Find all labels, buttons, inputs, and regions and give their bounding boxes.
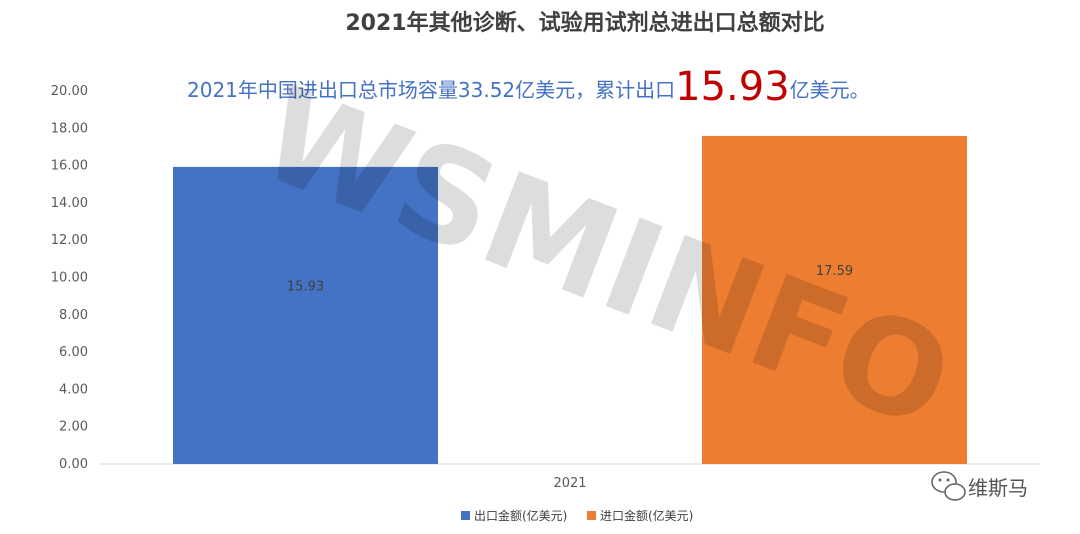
bar-export xyxy=(173,166,438,464)
y-tick-label: 20.00 xyxy=(51,84,88,99)
y-tick-label: 14.00 xyxy=(51,196,88,211)
legend: 出口金额(亿美元) 进口金额(亿美元) xyxy=(461,508,693,523)
legend-swatch xyxy=(461,511,470,520)
y-tick-label: 0.00 xyxy=(59,457,88,472)
y-tick-label: 2.00 xyxy=(59,420,88,435)
legend-swatch xyxy=(587,511,596,520)
y-tick-label: 4.00 xyxy=(59,382,88,397)
y-tick-label: 18.00 xyxy=(51,121,88,136)
bar-import xyxy=(702,135,967,464)
chart-title: 2021年其他诊断、试验用试剂总进出口总额对比 xyxy=(345,10,824,36)
data-label: 15.93 xyxy=(287,279,324,294)
annotation-suffix: 亿美元。 xyxy=(790,78,870,102)
y-tick-label: 8.00 xyxy=(59,308,88,323)
y-tick-label: 12.00 xyxy=(51,233,88,248)
y-tick-label: 6.00 xyxy=(59,345,88,360)
y-axis: 0.00 2.00 4.00 6.00 8.00 10.00 12.00 14.00 16.00… xyxy=(51,84,88,472)
x-tick-label: 2021 xyxy=(553,476,586,491)
wechat-icon xyxy=(931,471,966,501)
annotation-highlight: 15.93 xyxy=(675,64,790,110)
x-axis: 2021 xyxy=(553,476,586,491)
legend-label: 出口金额(亿美元) xyxy=(474,508,567,523)
bars: 15.93 17.59 xyxy=(173,135,967,464)
legend-label: 进口金额(亿美元) xyxy=(600,508,693,523)
data-label: 17.59 xyxy=(816,264,853,279)
chart-annotation: 2021年中国进出口总市场容量33.52亿美元，累计出口15.93亿美元。 xyxy=(187,64,870,110)
annotation-prefix: 2021年中国进出口总市场容量33.52亿美元，累计出口 xyxy=(187,78,675,102)
brand-name: 维斯马 xyxy=(968,476,1028,500)
y-tick-label: 10.00 xyxy=(51,271,88,286)
y-tick-label: 16.00 xyxy=(51,159,88,174)
brand: 维斯马 xyxy=(931,471,1028,501)
